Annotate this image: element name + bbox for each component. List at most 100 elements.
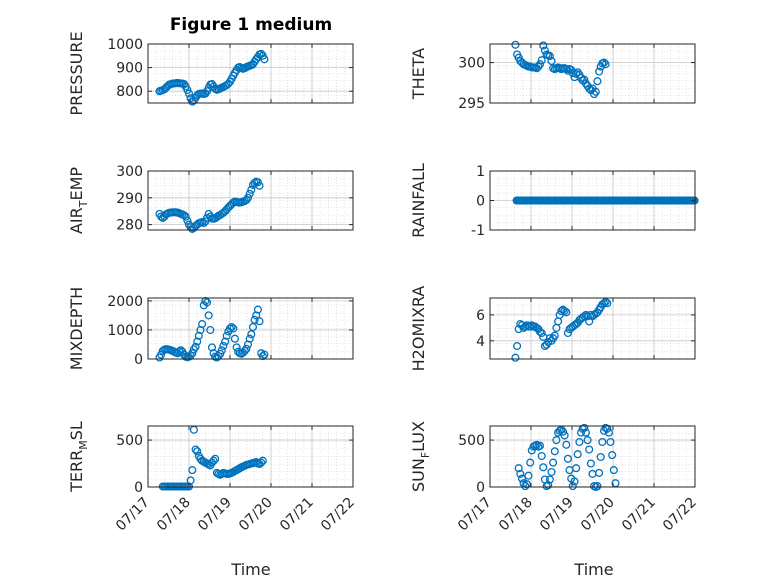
- x-tick-label: 07/18: [154, 495, 194, 535]
- data-point: [243, 193, 253, 202]
- x-axis-label-right: Time: [573, 560, 613, 579]
- data-point: [193, 447, 202, 456]
- data-point: [206, 325, 215, 335]
- data-point: [558, 427, 568, 436]
- axes-box: [489, 297, 696, 360]
- data-point: [562, 440, 571, 449]
- data-point: [248, 322, 258, 332]
- data-point: [255, 317, 264, 326]
- figure-title: Figure 1 medium: [170, 15, 332, 35]
- data-point: [240, 346, 249, 355]
- y-tick-label: 0: [134, 480, 143, 496]
- data-point: [581, 428, 590, 437]
- data-point: [257, 458, 266, 467]
- y-tick-label: 280: [116, 218, 143, 234]
- data-point: [593, 482, 602, 491]
- data-point: [524, 471, 533, 480]
- data-point: [537, 328, 546, 338]
- data-point: [586, 459, 595, 468]
- data-point: [511, 353, 520, 362]
- data-point: [547, 56, 556, 66]
- data-point: [593, 77, 602, 86]
- data-point: [207, 343, 217, 352]
- axes-h2omixra: 4 6 H2OMIXRA: [409, 286, 696, 372]
- y-axis-label: TERRMSL: [67, 421, 90, 493]
- x-tick-label: 07/18: [496, 495, 536, 535]
- axes-box: [147, 43, 354, 104]
- y-tick-label: 6: [476, 308, 485, 324]
- data-point: [188, 466, 197, 475]
- data-point: [514, 464, 523, 473]
- axes-airtemp: 280 290 300 AIRTEMP: [67, 164, 354, 234]
- data-point: [585, 84, 594, 93]
- axes-mixdepth: 0 1000 2000 MIXDEPTH: [67, 287, 354, 370]
- x-tick-label: 07/19: [537, 495, 577, 535]
- data-point: [545, 475, 554, 484]
- y-tick-label: 300: [116, 164, 143, 180]
- y-tick-label: -1: [471, 223, 485, 239]
- y-axis-label: SUNFLUX: [409, 421, 432, 492]
- data-point: [526, 458, 535, 467]
- data-point: [550, 331, 559, 340]
- data-point: [598, 437, 607, 447]
- data-point: [572, 69, 581, 78]
- data-point: [562, 65, 571, 74]
- data-point: [511, 40, 520, 49]
- data-point: [193, 337, 202, 346]
- data-point: [545, 52, 554, 61]
- data-point: [580, 423, 589, 432]
- data-point: [181, 212, 190, 221]
- y-tick-label: 2000: [107, 294, 143, 310]
- x-tick-label: 07/20: [578, 495, 618, 535]
- data-point: [580, 75, 589, 84]
- data-point: [599, 299, 609, 308]
- data-point: [603, 424, 612, 433]
- data-point: [227, 322, 236, 332]
- data-point: [542, 482, 551, 491]
- data-point: [211, 454, 220, 463]
- data-point: [550, 447, 559, 456]
- data-point: [568, 482, 577, 491]
- y-axis-label: THETA: [409, 48, 428, 100]
- data-point: [549, 458, 558, 467]
- data-point: [535, 60, 545, 69]
- data-point: [575, 437, 584, 447]
- data-point: [183, 216, 192, 225]
- y-tick-label: 300: [458, 56, 485, 72]
- y-tick-label: 4: [476, 334, 485, 350]
- y-tick-label: 0: [476, 194, 485, 210]
- axes-box: [489, 425, 696, 488]
- data-point: [221, 337, 230, 346]
- data-point: [604, 428, 613, 437]
- data-point: [260, 55, 269, 64]
- data-point: [516, 469, 525, 478]
- x-tick-label: 07/21: [277, 495, 317, 535]
- data-point: [242, 195, 251, 205]
- data-point: [253, 305, 262, 314]
- data-point: [570, 477, 579, 486]
- data-point: [563, 454, 572, 463]
- x-tick-label: 07/19: [195, 495, 235, 535]
- data-point: [230, 334, 239, 343]
- data-point: [606, 437, 615, 447]
- data-point: [217, 346, 226, 355]
- y-axis-label: H2OMIXRA: [409, 286, 428, 372]
- y-tick-label: 0: [134, 352, 143, 368]
- data-point: [225, 324, 235, 333]
- y-axis-label: PRESSURE: [67, 31, 86, 115]
- data-point: [532, 440, 541, 449]
- data-point: [522, 480, 531, 489]
- data-point: [563, 66, 572, 75]
- data-point: [552, 436, 561, 445]
- y-tick-label: 0: [476, 480, 485, 496]
- data-point: [572, 464, 581, 473]
- data-point: [245, 189, 254, 198]
- data-point: [601, 60, 610, 69]
- y-tick-label: 1000: [107, 323, 143, 339]
- data-point: [219, 341, 228, 350]
- data-point: [521, 482, 530, 491]
- data-point: [242, 344, 251, 353]
- y-tick-label: 500: [458, 433, 485, 449]
- data-point: [517, 474, 527, 483]
